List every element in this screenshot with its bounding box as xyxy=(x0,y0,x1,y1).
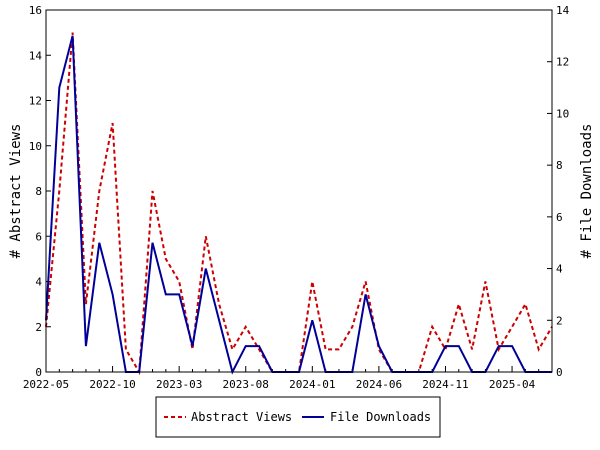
y-right-tick-label: 14 xyxy=(556,4,570,17)
y-right-tick-label: 2 xyxy=(556,314,563,327)
y-left-tick-label: 16 xyxy=(29,4,42,17)
x-tick-label: 2025-04 xyxy=(489,378,536,391)
series-lines xyxy=(45,32,553,376)
plot-frame xyxy=(45,9,553,373)
tick-marks xyxy=(45,9,553,373)
series-line-file-downloads xyxy=(45,35,552,375)
y-left-tick-label: 12 xyxy=(29,95,42,108)
x-tick-label: 2023-08 xyxy=(223,378,269,391)
y-left-tick-label: 4 xyxy=(35,276,42,289)
y-left-tick-label: 14 xyxy=(29,49,43,62)
y-right-tick-label: 8 xyxy=(556,159,563,172)
x-tick-label: 2022-05 xyxy=(23,378,69,391)
y-left-tick-label: 8 xyxy=(35,185,42,198)
y-left-tick-label: 10 xyxy=(29,140,42,153)
x-tick-label: 2022-10 xyxy=(89,378,135,391)
y-left-tick-label: 6 xyxy=(35,230,42,243)
legend-label-file-downloads: File Downloads xyxy=(330,410,431,424)
tick-labels: 0 2 4 6 8 10 12 14 16 0 2 4 6 8 10 12 14 2022-05 2022-10 20… xyxy=(23,4,570,391)
y-right-tick-label: 6 xyxy=(556,211,563,224)
y-right-tick-label: 4 xyxy=(556,263,563,276)
legend-box xyxy=(155,396,441,438)
y-right-tick-label: 0 xyxy=(556,366,563,379)
y-axis-right-title: # File Downloads xyxy=(579,124,595,259)
x-tick-label: 2024-01 xyxy=(289,378,335,391)
x-tick-label: 2024-11 xyxy=(422,378,468,391)
y-left-tick-label: 2 xyxy=(35,321,42,334)
legend-label-abstract-views: Abstract Views xyxy=(191,410,292,424)
y-left-tick-label: 0 xyxy=(35,366,42,379)
x-tick-label: 2024-06 xyxy=(356,378,402,391)
legend: Abstract Views File Downloads xyxy=(155,396,441,438)
y-axis-left-title: # Abstract Views xyxy=(8,124,24,259)
y-right-tick-label: 12 xyxy=(556,56,569,69)
x-tick-label: 2023-03 xyxy=(156,378,202,391)
series-line-abstract-views xyxy=(45,32,553,376)
y-right-tick-label: 10 xyxy=(556,107,569,120)
